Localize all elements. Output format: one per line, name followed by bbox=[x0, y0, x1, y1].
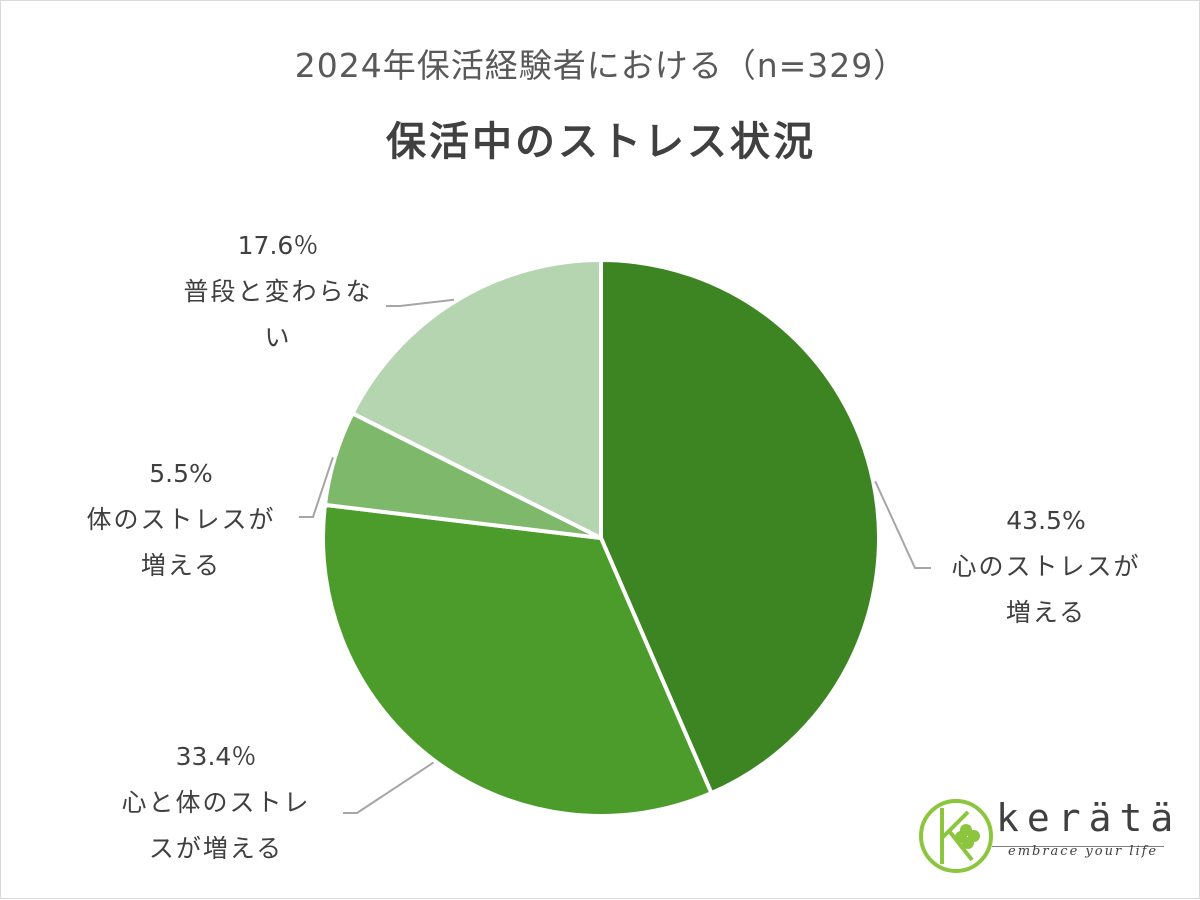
logo-tagline: embrace your life bbox=[1008, 844, 1159, 859]
data-label-value: 33.4％ bbox=[175, 742, 257, 771]
data-label-name: 増える bbox=[140, 551, 222, 580]
data-label-body-stress: 5.5% 体のストレスが 増える bbox=[66, 451, 296, 589]
data-label-name: 心のストレスが bbox=[951, 552, 1141, 581]
clover-k-icon bbox=[919, 799, 993, 873]
data-label-name: 増える bbox=[1005, 598, 1087, 627]
kerata-logo: kerätä embrace your life bbox=[916, 796, 1176, 876]
data-label-name: 心と体のストレ bbox=[121, 788, 311, 817]
data-label-mental-stress: 43.5% 心のストレスが 増える bbox=[931, 498, 1161, 636]
slice-mind-body-stress bbox=[321, 502, 714, 818]
data-label-value: 43.5% bbox=[1006, 506, 1086, 535]
data-label-name: 体のストレスが bbox=[86, 505, 276, 534]
data-label-name: スが増える bbox=[148, 834, 284, 863]
leader-line bbox=[874, 480, 931, 569]
logo-divider bbox=[992, 846, 1164, 847]
chart-title: 保活中のストレス状況 bbox=[386, 119, 816, 165]
data-label-no-change: 17.6％ 普段と変わらな い bbox=[163, 223, 393, 361]
leader-line bbox=[386, 298, 455, 307]
data-label-name: い bbox=[264, 323, 292, 352]
chart-subtitle: 2024年保活経験者における（n=329） bbox=[294, 46, 908, 85]
leader-line bbox=[343, 761, 435, 814]
slice-no-change bbox=[350, 258, 603, 540]
slice-mental-stress bbox=[599, 258, 881, 796]
leader-line bbox=[299, 457, 334, 518]
data-label-name: 普段と変わらな bbox=[183, 277, 373, 306]
logo-wordmark: kerätä bbox=[996, 796, 1182, 840]
data-label-mind-body-stress: 33.4％ 心と体のストレ スが増える bbox=[101, 734, 331, 872]
data-label-value: 5.5% bbox=[149, 459, 213, 488]
data-label-value: 17.6％ bbox=[237, 231, 319, 260]
